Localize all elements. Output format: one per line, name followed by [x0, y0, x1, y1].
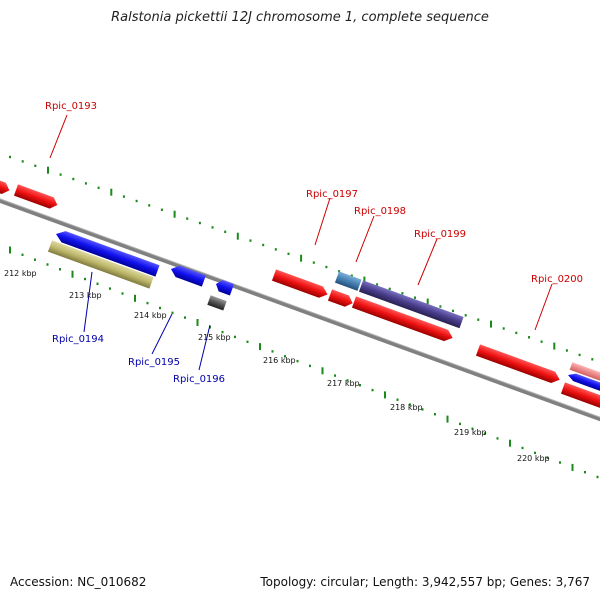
- kbp-label-220: 220 kbp: [517, 454, 550, 463]
- svg-text:Rpic_0197: Rpic_0197: [306, 189, 358, 200]
- gene-arrow-edge-red[interactable]: [560, 382, 600, 410]
- svg-text:Rpic_0198: Rpic_0198: [354, 206, 406, 217]
- gene-arrow-rpic-0199[interactable]: [358, 280, 464, 329]
- gene-arrow-rpic-0194-blue[interactable]: [54, 228, 160, 277]
- gene-arrow-rpic-0195[interactable]: [169, 263, 206, 287]
- label-rpic-0196[interactable]: Rpic_0196: [173, 324, 225, 385]
- gene-arrow-rpic-0196[interactable]: [207, 295, 227, 311]
- backbone: [0, 198, 600, 422]
- gene-arrow-rpic-0197[interactable]: [271, 269, 330, 300]
- svg-text:Rpic_0193: Rpic_0193: [45, 101, 97, 112]
- gene-arrow-rpic-0196-blue[interactable]: [214, 278, 235, 296]
- gene-arrow-rpic-0194[interactable]: [47, 240, 154, 289]
- svg-text:Rpic_0194: Rpic_0194: [52, 334, 104, 345]
- label-rpic-0197[interactable]: Rpic_0197: [306, 189, 358, 246]
- map-title: Ralstonia pickettii 12J chromosome 1, co…: [111, 10, 489, 25]
- inner-tick-row: [9, 246, 599, 479]
- kbp-label-213: 213 kbp: [69, 291, 102, 300]
- label-rpic-0200[interactable]: Rpic_0200: [531, 274, 583, 331]
- label-rpic-0193[interactable]: Rpic_0193: [45, 101, 97, 159]
- label-rpic-0194[interactable]: Rpic_0194: [52, 271, 104, 345]
- gene-arrow-rpic-0198[interactable]: [334, 271, 362, 291]
- label-rpic-0199[interactable]: Rpic_0199: [414, 229, 466, 286]
- outer-tick-row: [9, 155, 594, 361]
- svg-text:Rpic_0195: Rpic_0195: [128, 357, 180, 368]
- topology-summary: Topology: circular; Length: 3,942,557 bp…: [260, 575, 590, 589]
- kbp-label-217: 217 kbp: [327, 379, 360, 388]
- kbp-label-212: 212 kbp: [4, 269, 37, 278]
- kbp-label-216: 216 kbp: [263, 356, 296, 365]
- gene-arrow-partial-left[interactable]: [0, 174, 11, 197]
- accession-text: Accession: NC_010682: [10, 575, 147, 589]
- svg-text:Rpic_0196: Rpic_0196: [173, 374, 225, 385]
- gene-arrow-long-forward[interactable]: [351, 296, 455, 343]
- kbp-label-219: 219 kbp: [454, 428, 487, 437]
- svg-text:Rpic_0199: Rpic_0199: [414, 229, 466, 240]
- gene-arrow-edge-blue[interactable]: [567, 371, 600, 393]
- svg-text:Rpic_0200: Rpic_0200: [531, 274, 583, 285]
- kbp-label-214: 214 kbp: [134, 311, 167, 320]
- kbp-label-218: 218 kbp: [390, 403, 423, 412]
- label-rpic-0195[interactable]: Rpic_0195: [128, 313, 180, 368]
- label-rpic-0198[interactable]: Rpic_0198: [354, 206, 406, 263]
- kbp-label-215: 215 kbp: [198, 333, 231, 342]
- gene-arrow-small-forward[interactable]: [327, 289, 355, 308]
- gene-arrow-rpic-0193[interactable]: [13, 184, 59, 210]
- gene-arrow-rpic-0200[interactable]: [475, 344, 562, 385]
